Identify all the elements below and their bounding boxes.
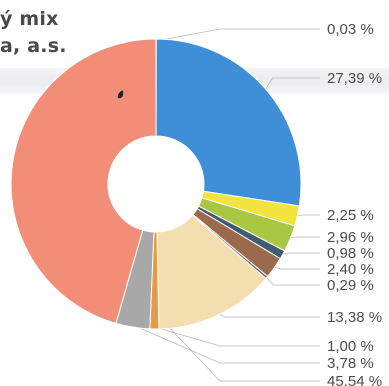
slice-label-11: 45,54 % [327,373,382,386]
slice-label-10: 3,78 % [327,355,374,372]
slice-label-2: 27,39 % [327,70,382,87]
slice-label-1: 0,03 % [327,21,374,38]
leader-line-10 [132,324,320,364]
chart-title-line-1: ý mix [0,8,59,30]
donut-slice-2 [155,38,302,207]
donut-slice-11 [10,38,157,324]
leader-line-3 [295,214,320,216]
chart-title-line-2: a, a.s. [0,35,67,57]
leader-line-1 [156,28,320,42]
donut-slice-8 [156,214,267,330]
leader-line-7 [264,275,320,286]
leader-line-4 [288,236,320,239]
percentage-labels: 0,03 % 27,39 % 2,25 % 2,96 %0,98 %2,40 %0,2… [327,21,382,386]
leader-line-5 [280,252,320,255]
leader-line-8 [216,312,320,318]
slice-label-4: 2,96 % [327,229,374,246]
marker-icon [117,90,124,99]
donut-slices [10,38,302,330]
slice-label-3: 2,25 % [327,207,374,224]
slice-label-5: 0,98 % [327,245,374,262]
slice-label-6: 2,40 % [327,261,374,278]
leader-line-9 [154,326,320,347]
leader-line-2 [264,77,320,92]
slice-label-9: 1,00 % [327,338,374,355]
leader-line-6 [272,266,320,270]
slice-label-8: 13,38 % [327,309,382,326]
slice-label-7: 0,29 % [327,277,374,294]
